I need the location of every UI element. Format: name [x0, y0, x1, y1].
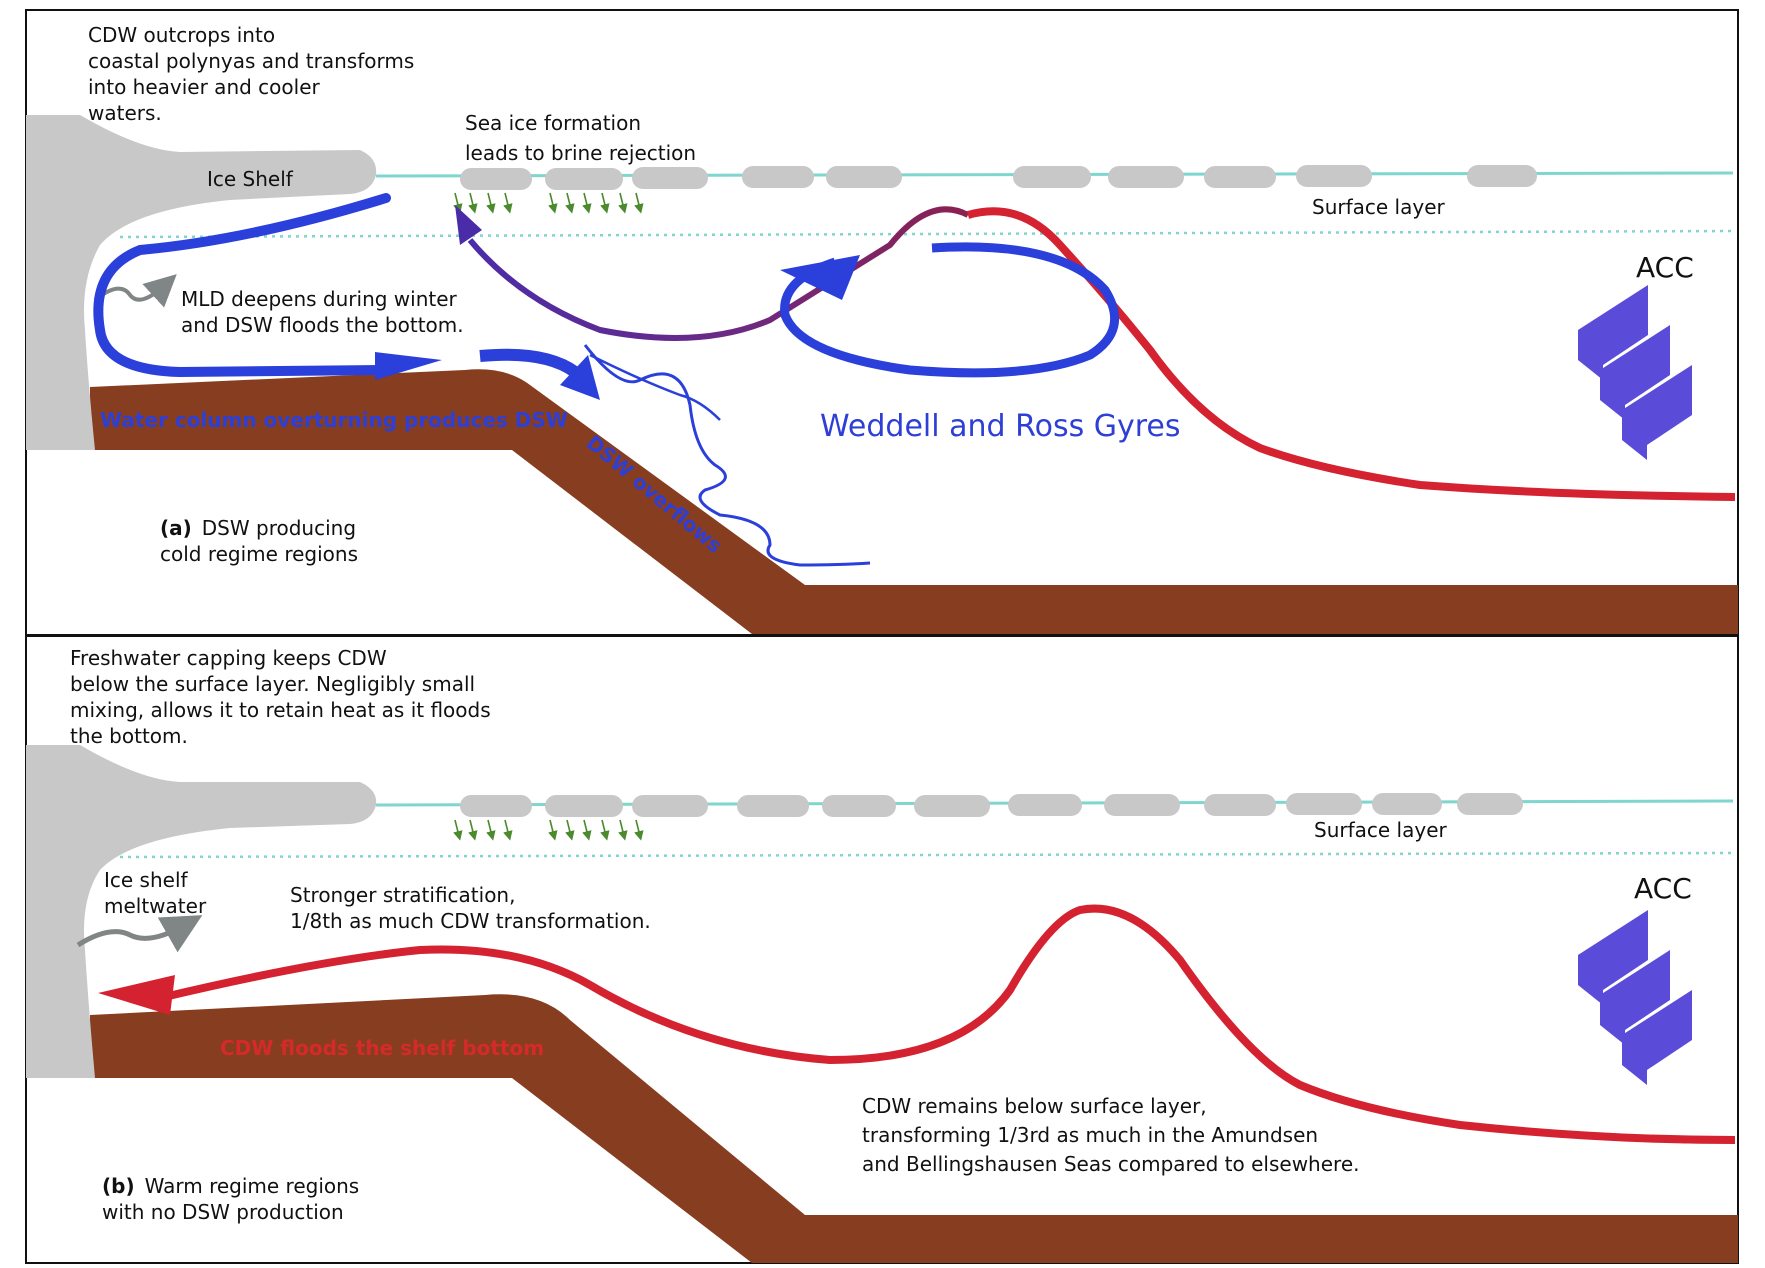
- mld-line-b: [119, 851, 1734, 859]
- ice-shelf-icon-b: [26, 745, 377, 1078]
- dsw-shelf-arrow: [479, 348, 579, 377]
- brine-arrow-icon: [453, 192, 644, 214]
- panel-a-frame: [25, 9, 1739, 636]
- dsw-overturning-head: [375, 352, 442, 380]
- stratification-label: Stronger stratification, 1/8th as much C…: [290, 883, 651, 933]
- seabed-b: [90, 994, 1738, 1263]
- meltwater-arrow-icon: [93, 274, 177, 308]
- cdw-note-a: CDW outcrops into coastal polynyas and t…: [88, 23, 421, 125]
- ice-shelf-icon: [26, 115, 377, 450]
- gyre-head: [780, 255, 860, 300]
- dsw-overflow-path: [583, 344, 871, 567]
- cdw-floods-label: CDW floods the shelf bottom: [220, 1036, 544, 1060]
- regime-label-a-line2: cold regime regions: [160, 542, 358, 566]
- surface-layer-label-b: Surface layer: [1314, 818, 1448, 842]
- panel-b: Freshwater capping keeps CDW below the s…: [25, 635, 1739, 1264]
- gyres-label: Weddell and Ross Gyres: [820, 409, 1181, 444]
- sea-ice-floe-icon: [460, 165, 1537, 190]
- ice-shelf-label: Ice Shelf: [207, 167, 294, 191]
- dsw-overturning-arrow: [93, 193, 391, 378]
- cdw-curve-b-head: [98, 975, 175, 1015]
- regime-label-b-line2: with no DSW production: [102, 1200, 344, 1224]
- mld-line-a: [119, 229, 1734, 239]
- acc-label-b: ACC: [1634, 872, 1692, 905]
- capping-note: Freshwater capping keeps CDW below the s…: [70, 646, 497, 748]
- panel-b-frame: [25, 635, 1739, 1264]
- regime-label-b: (b) Warm regime regions: [102, 1174, 359, 1198]
- surface-layer-label-a: Surface layer: [1312, 195, 1446, 219]
- cdw-remains-label: CDW remains below surface layer, transfo…: [862, 1094, 1359, 1176]
- panel-a: CDW outcrops into coastal polynyas and t…: [25, 9, 1739, 636]
- dsw-shelf-head: [560, 355, 600, 400]
- brine-arrow-icon-b: [453, 819, 644, 841]
- seabed-a: [90, 369, 1738, 634]
- overturning-label: Water column overturning produces DSW: [100, 408, 568, 432]
- sea-ice-floe-icon-b: [460, 793, 1523, 817]
- cdw-curve-a: [966, 207, 1736, 501]
- meltwater-arrow-icon-b: [76, 915, 203, 953]
- sea-ice-note: Sea ice formation leads to brine rejecti…: [465, 111, 696, 165]
- cdw-curve-b: [159, 904, 1736, 1144]
- meltwater-label: Ice shelf meltwater: [104, 868, 207, 918]
- cdw-polynya-arrow: [467, 206, 970, 341]
- cdw-polynya-head: [455, 205, 482, 245]
- regime-label-a: (a) DSW producing: [160, 516, 356, 540]
- mld-note: MLD deepens during winter and DSW floods…: [181, 287, 464, 337]
- acc-label-a: ACC: [1636, 251, 1694, 284]
- gyre-loop: [780, 242, 1120, 378]
